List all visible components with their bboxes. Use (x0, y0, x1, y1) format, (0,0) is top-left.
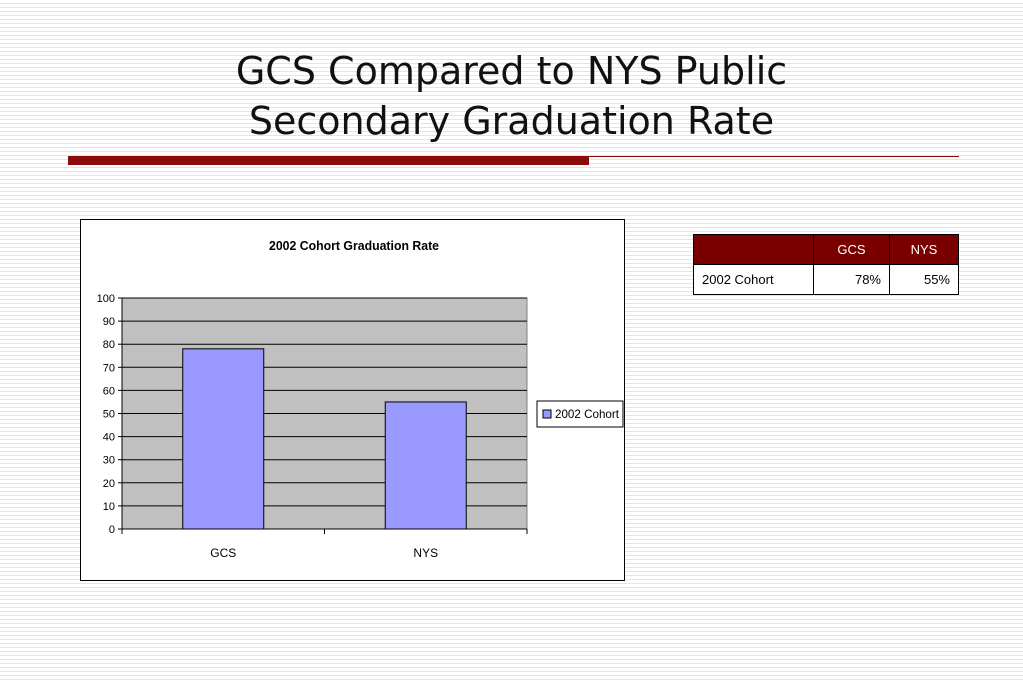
y-tick-label: 60 (103, 385, 115, 397)
y-tick-label: 10 (103, 501, 115, 513)
bar-chart: 2002 Cohort Graduation Rate 0 10 20 30 40 50 6… (97, 238, 624, 560)
data-table: GCS NYS 2002 Cohort 78% 55% (693, 234, 959, 295)
title-rule-thin (589, 156, 959, 157)
y-tick-label: 100 (97, 293, 115, 305)
slide-title: GCS Compared to NYS Public Secondary Gra… (0, 46, 1023, 146)
y-tick-label: 80 (103, 339, 115, 351)
slide-title-line-1: GCS Compared to NYS Public (235, 49, 788, 93)
table-cell-nys: 55% (889, 264, 959, 295)
chart-title: 2002 Cohort Graduation Rate (269, 238, 439, 253)
table-header-gcs: GCS (813, 234, 890, 265)
table-row: 2002 Cohort 78% 55% (693, 264, 959, 295)
table-header-nys: NYS (889, 234, 959, 265)
title-rule-thick (68, 156, 589, 165)
table-header-empty (693, 234, 814, 265)
y-tick-label: 90 (103, 316, 115, 328)
x-tick-label: NYS (413, 546, 438, 560)
y-tick-label: 40 (103, 432, 115, 444)
table-header-row: GCS NYS (693, 234, 959, 265)
y-tick-label: 0 (109, 524, 115, 536)
bar-nys (384, 401, 467, 530)
y-tick-label: 30 (103, 455, 115, 467)
plot-area-group: 0 10 20 30 40 50 60 70 80 90 100 GCS NYS 2002 Cohort (97, 293, 624, 560)
y-tick-label: 50 (103, 409, 115, 421)
legend-label: 2002 Cohort (555, 407, 620, 421)
slide-title-line-2: Secondary Graduation Rate (248, 99, 775, 143)
legend-swatch (542, 409, 552, 419)
x-tick-label: GCS (210, 546, 236, 560)
table-cell-label: 2002 Cohort (693, 264, 814, 295)
chart-frame: 2002 Cohort Graduation Rate 0 10 20 30 40 50 6… (80, 219, 625, 581)
table-cell-gcs: 78% (813, 264, 890, 295)
y-tick-label: 70 (103, 362, 115, 374)
y-tick-label: 20 (103, 478, 115, 490)
bar-gcs (182, 348, 265, 530)
